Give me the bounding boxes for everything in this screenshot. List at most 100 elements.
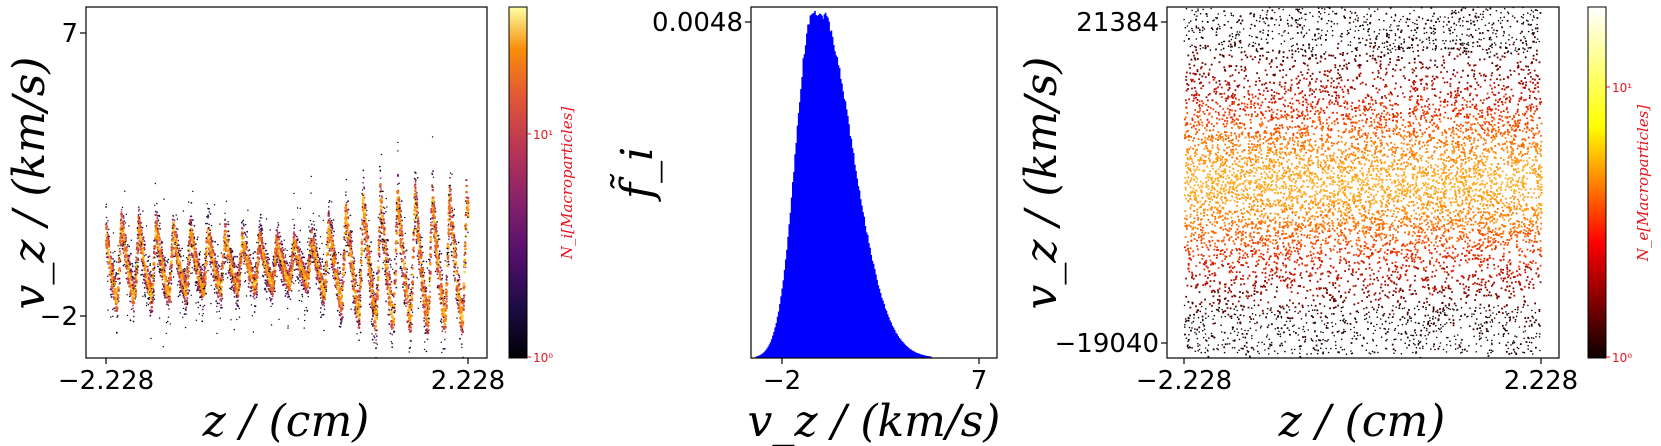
ion-particle-point xyxy=(446,264,449,268)
ion-particle-point xyxy=(453,270,455,273)
ion-particle-point xyxy=(160,246,163,249)
ion-particle-point xyxy=(216,295,219,297)
ion-particle-point xyxy=(441,296,445,300)
ion-particle-point xyxy=(390,293,393,296)
ion-particle-point xyxy=(410,303,413,307)
ion-particle-point xyxy=(211,248,214,252)
ion-particle-point xyxy=(223,233,227,237)
ion-particle-point xyxy=(260,257,263,260)
ion-particle-point xyxy=(346,250,348,253)
ion-particle-point xyxy=(157,235,160,238)
ion-particle-point xyxy=(130,268,132,270)
ion-particle-point xyxy=(381,246,384,249)
ion-particle-point xyxy=(383,260,386,262)
ion-particle-point xyxy=(250,263,253,266)
ion-particle-point xyxy=(419,245,422,248)
ion-particle-point xyxy=(329,217,331,220)
ion-particle-point xyxy=(399,225,402,229)
ion-particle-point xyxy=(127,281,131,285)
ion-particle-point xyxy=(115,305,118,309)
ion-particle-point xyxy=(292,259,295,262)
ion-particle-point xyxy=(408,283,411,286)
ion-particle-point xyxy=(175,254,178,258)
ion-particle-point xyxy=(429,224,433,227)
ion-particle-point xyxy=(255,296,258,299)
ion-particle-point xyxy=(268,258,271,261)
ion-particle-point xyxy=(438,273,442,277)
ion-particle-point xyxy=(109,288,112,291)
ion-particle-point xyxy=(381,224,385,228)
ion-particle-point xyxy=(396,190,399,193)
ion-particle-point xyxy=(359,280,363,283)
ion-particle-point xyxy=(366,236,370,240)
ion-particle-point xyxy=(447,224,450,227)
ion-particle-point xyxy=(390,314,394,317)
ion-particle-point xyxy=(416,225,420,228)
ion-particle-point xyxy=(185,306,188,309)
ion-particle-point xyxy=(311,261,314,263)
ion-particle-point xyxy=(263,247,266,250)
ion-particle-point xyxy=(421,279,425,282)
ion-particle-point xyxy=(322,265,325,268)
ion-particle-point xyxy=(361,222,365,226)
ion-particle-point xyxy=(408,305,411,309)
ion-particle-point xyxy=(204,257,206,260)
ion-particle-point xyxy=(330,263,333,266)
ion-particle-point xyxy=(391,333,394,336)
ion-particle-point xyxy=(108,257,111,261)
ion-particle-point xyxy=(132,315,135,318)
ion-particle-point xyxy=(291,251,294,254)
ion-particle-point xyxy=(176,235,179,238)
ion-particle-point xyxy=(445,288,447,291)
ion-particle-point xyxy=(289,298,292,301)
ion-particle-point xyxy=(176,233,178,236)
ion-particle-point xyxy=(178,291,181,294)
ion-particle-point xyxy=(355,303,359,306)
ion-particle-point xyxy=(354,282,357,286)
ion-particle-point xyxy=(143,274,146,276)
ion-particle-point xyxy=(288,268,291,271)
ion-particle-point xyxy=(232,259,235,261)
ion-particle-point xyxy=(346,241,348,244)
ion-particle-point xyxy=(359,305,362,308)
ion-particle-point xyxy=(147,268,149,271)
ion-particle-point xyxy=(436,264,440,268)
ion-particle-point xyxy=(107,261,111,265)
ion-particle-point xyxy=(429,239,433,242)
ion-particle-point xyxy=(342,268,345,272)
ion-particle-point xyxy=(315,255,318,259)
ion-particle-point xyxy=(293,231,295,234)
ion-particle-point xyxy=(431,172,433,175)
ion-particle-point xyxy=(298,241,301,244)
ion-particle-point xyxy=(437,234,440,237)
ion-particle-point xyxy=(398,229,402,232)
ion-particle-point xyxy=(347,217,350,220)
ion-particle-point xyxy=(347,254,350,257)
ion-particle-point xyxy=(423,279,426,282)
ion-particle-point xyxy=(453,234,456,237)
ion-particle-point xyxy=(326,237,330,240)
ion-particle-point xyxy=(188,261,191,264)
ion-particle-point xyxy=(348,262,351,265)
ion-particle-point xyxy=(203,273,206,277)
ion-particle-point xyxy=(330,236,334,240)
ion-particle-point xyxy=(335,257,337,260)
ion-particle-point xyxy=(223,240,225,242)
ion-particle-point xyxy=(138,208,141,211)
ion-particle-point xyxy=(209,261,212,264)
ion-particle-point xyxy=(261,236,264,239)
ion-particle-point xyxy=(391,346,394,348)
ion-particle-point xyxy=(366,234,369,237)
ion-particle-point xyxy=(332,267,334,269)
ion-particle-point xyxy=(398,210,402,213)
ion-particle-point xyxy=(279,267,281,269)
ion-particle-point xyxy=(417,218,420,221)
ion-particle-point xyxy=(439,266,442,269)
ion-particle-point xyxy=(321,277,324,281)
ion-particle-point xyxy=(412,228,416,232)
ion-particle-point xyxy=(327,229,330,232)
ion-particle-point xyxy=(139,247,143,251)
ion-particle-point xyxy=(438,254,440,257)
ion-particle-point xyxy=(465,190,468,194)
ion-particle-point xyxy=(437,285,439,287)
